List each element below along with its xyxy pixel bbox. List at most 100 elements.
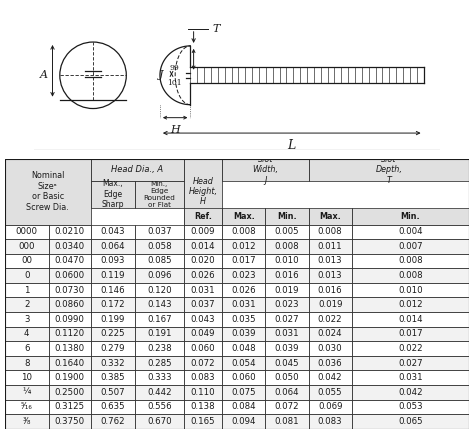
Text: 0.167: 0.167	[147, 315, 172, 324]
Text: ⁵⁄₁₆: ⁵⁄₁₆	[21, 402, 33, 411]
Bar	[49, 297, 91, 312]
Text: 0.1640: 0.1640	[55, 359, 85, 368]
Bar	[183, 370, 222, 385]
Text: 0.0210: 0.0210	[55, 227, 85, 236]
Bar	[183, 283, 222, 297]
Bar	[183, 341, 222, 356]
Bar	[135, 268, 183, 283]
Text: 0.120: 0.120	[147, 286, 172, 294]
Bar	[309, 341, 352, 356]
Text: 0.065: 0.065	[398, 417, 423, 426]
Bar	[91, 414, 135, 429]
Text: 0.507: 0.507	[100, 388, 125, 397]
Bar	[49, 356, 91, 370]
Bar	[5, 370, 49, 385]
Text: 0.010: 0.010	[274, 256, 299, 265]
Text: 0.165: 0.165	[191, 417, 215, 426]
Text: T: T	[212, 24, 219, 34]
Text: 0.1380: 0.1380	[55, 344, 85, 353]
Bar	[183, 312, 222, 326]
Text: 0.037: 0.037	[191, 300, 215, 309]
Text: 0.017: 0.017	[231, 256, 256, 265]
Bar	[222, 385, 265, 400]
Bar	[222, 356, 265, 370]
Text: Head Dia., A: Head Dia., A	[111, 165, 163, 174]
Text: Nominal
Sizeᵃ
or Basic
Screw Dia.: Nominal Sizeᵃ or Basic Screw Dia.	[27, 171, 69, 212]
Bar	[135, 312, 183, 326]
Bar	[5, 225, 49, 239]
Bar	[309, 268, 352, 283]
Bar	[183, 254, 222, 268]
Text: 0.030: 0.030	[318, 344, 342, 353]
Text: 0.022: 0.022	[398, 344, 423, 353]
Text: 0.019: 0.019	[318, 300, 342, 309]
Text: 0.008: 0.008	[398, 271, 423, 280]
Text: 0.036: 0.036	[318, 359, 342, 368]
Text: 0.064: 0.064	[100, 242, 125, 251]
Text: 0.042: 0.042	[398, 388, 423, 397]
Text: 0.004: 0.004	[398, 227, 423, 236]
Text: 0: 0	[24, 271, 29, 280]
Text: 0.1120: 0.1120	[55, 330, 85, 338]
Bar	[183, 225, 222, 239]
Text: 0.083: 0.083	[191, 373, 215, 382]
Bar	[183, 400, 222, 414]
Text: 4: 4	[24, 330, 29, 338]
Text: 0.110: 0.110	[191, 388, 215, 397]
Text: 0.075: 0.075	[231, 388, 256, 397]
Text: 0.048: 0.048	[231, 344, 256, 353]
Bar	[49, 283, 91, 297]
Text: 0.008: 0.008	[274, 242, 299, 251]
Text: 0.020: 0.020	[191, 256, 215, 265]
Bar	[49, 370, 91, 385]
Text: 0.023: 0.023	[231, 271, 256, 280]
Text: 0.3125: 0.3125	[55, 402, 85, 411]
Bar	[5, 400, 49, 414]
Text: Min.,
Edge
Rounded
or Flat: Min., Edge Rounded or Flat	[143, 181, 175, 208]
Text: 0.191: 0.191	[147, 330, 172, 338]
Bar	[135, 370, 183, 385]
Text: 0.060: 0.060	[191, 344, 215, 353]
Bar	[222, 341, 265, 356]
Bar	[91, 239, 135, 254]
Text: 0.238: 0.238	[147, 344, 172, 353]
Text: ³⁄₈: ³⁄₈	[23, 417, 31, 426]
Text: 000: 000	[18, 242, 35, 251]
Bar	[265, 283, 309, 297]
Bar	[49, 268, 91, 283]
Text: 0.008: 0.008	[398, 256, 423, 265]
Text: Slot
Depth,
T: Slot Depth, T	[375, 155, 402, 184]
Bar	[309, 356, 352, 370]
Text: 0.027: 0.027	[274, 315, 299, 324]
Bar	[222, 208, 265, 225]
Text: 0.2500: 0.2500	[55, 388, 85, 397]
Bar	[309, 239, 352, 254]
Text: 0.011: 0.011	[318, 242, 342, 251]
Bar	[5, 385, 49, 400]
Text: 99: 99	[170, 65, 180, 72]
Bar	[183, 268, 222, 283]
Text: Min.: Min.	[401, 212, 420, 221]
Text: 0.014: 0.014	[398, 315, 423, 324]
Text: 0.332: 0.332	[100, 359, 125, 368]
Bar	[135, 181, 183, 208]
Bar	[135, 254, 183, 268]
Bar	[49, 400, 91, 414]
Text: 0.019: 0.019	[275, 286, 299, 294]
Text: 0.013: 0.013	[318, 256, 342, 265]
Text: 0.442: 0.442	[147, 388, 172, 397]
Text: 0.043: 0.043	[100, 227, 125, 236]
Bar	[352, 414, 469, 429]
Bar	[222, 414, 265, 429]
Bar	[5, 268, 49, 283]
Text: 2: 2	[24, 300, 29, 309]
Bar	[91, 370, 135, 385]
Bar	[265, 385, 309, 400]
Bar	[183, 385, 222, 400]
Text: 0.017: 0.017	[398, 330, 423, 338]
Text: 0.012: 0.012	[398, 300, 423, 309]
Text: 0.0730: 0.0730	[55, 286, 85, 294]
Bar	[91, 385, 135, 400]
Bar	[91, 283, 135, 297]
Text: 0.031: 0.031	[231, 300, 256, 309]
